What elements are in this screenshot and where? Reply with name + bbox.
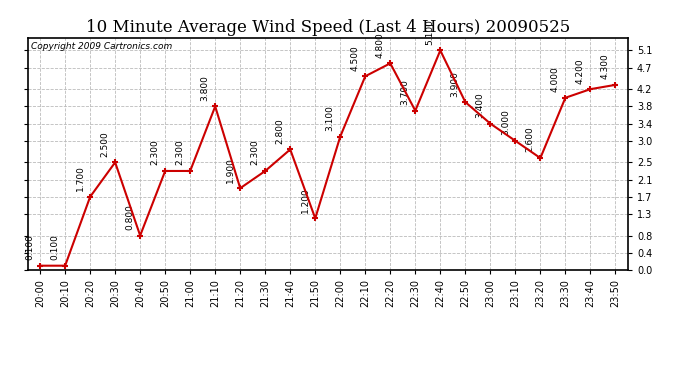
Text: 2.600: 2.600 xyxy=(526,127,535,153)
Text: 2.500: 2.500 xyxy=(101,131,110,157)
Text: 4.200: 4.200 xyxy=(576,58,585,84)
Text: 1.200: 1.200 xyxy=(301,187,310,213)
Text: 3.000: 3.000 xyxy=(501,110,510,135)
Title: 10 Minute Average Wind Speed (Last 4 Hours) 20090525: 10 Minute Average Wind Speed (Last 4 Hou… xyxy=(86,19,570,36)
Text: Copyright 2009 Cartronics.com: Copyright 2009 Cartronics.com xyxy=(30,42,172,51)
Text: 4.800: 4.800 xyxy=(376,32,385,58)
Text: 3.800: 3.800 xyxy=(201,75,210,101)
Text: 3.900: 3.900 xyxy=(451,70,460,96)
Text: 4.300: 4.300 xyxy=(601,54,610,79)
Text: 1.900: 1.900 xyxy=(226,157,235,183)
Text: 5.100: 5.100 xyxy=(426,19,435,45)
Text: 3.400: 3.400 xyxy=(476,92,485,118)
Text: 4.500: 4.500 xyxy=(351,45,359,71)
Text: 2.800: 2.800 xyxy=(276,118,285,144)
Text: 0.100: 0.100 xyxy=(26,234,34,260)
Text: 0.800: 0.800 xyxy=(126,204,135,230)
Text: 2.300: 2.300 xyxy=(176,140,185,165)
Text: 1.700: 1.700 xyxy=(76,165,85,191)
Text: 2.300: 2.300 xyxy=(150,140,159,165)
Text: 0.100: 0.100 xyxy=(50,234,59,260)
Text: 3.700: 3.700 xyxy=(401,79,410,105)
Text: 3.100: 3.100 xyxy=(326,105,335,131)
Text: 4.000: 4.000 xyxy=(551,66,560,92)
Text: 2.300: 2.300 xyxy=(250,140,259,165)
